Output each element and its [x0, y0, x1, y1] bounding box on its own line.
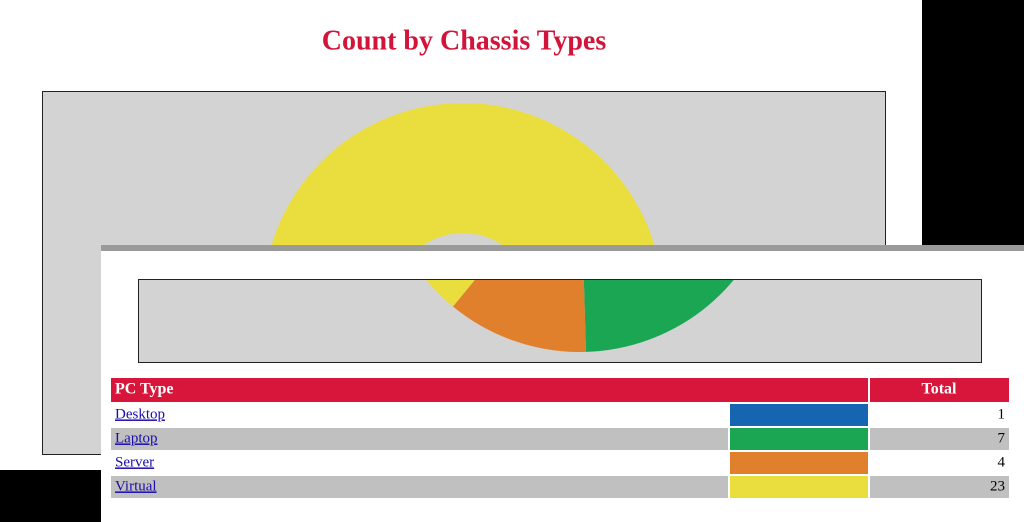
table-row [870, 452, 1009, 474]
column-header: PC Type [115, 381, 174, 398]
chart-title: Count by Chassis Types [322, 25, 607, 56]
donut-slice [452, 280, 586, 352]
table-header [870, 378, 1009, 402]
color-swatch [730, 404, 868, 426]
color-swatch [730, 428, 868, 450]
table-row [111, 452, 728, 474]
color-swatch [730, 476, 868, 498]
table-row [111, 404, 728, 426]
total-cell: 7 [998, 430, 1006, 446]
table-row [870, 428, 1009, 450]
type-link[interactable]: Virtual [115, 478, 157, 494]
total-cell: 4 [998, 454, 1006, 470]
color-swatch [730, 452, 868, 474]
type-link[interactable]: Desktop [115, 406, 165, 422]
donut-slice [583, 280, 734, 352]
table-body: Desktop 1 Laptop 7 Server 4 Virtual 23 [111, 404, 1009, 498]
donut [426, 280, 734, 352]
table-row [111, 476, 728, 498]
total-cell: 23 [990, 478, 1005, 494]
table-row [870, 404, 1009, 426]
table-header [111, 378, 868, 402]
total-cell: 1 [998, 406, 1006, 422]
donut-slice [426, 280, 475, 307]
table-row [111, 428, 728, 450]
type-link[interactable]: Server [115, 454, 154, 470]
table-row [870, 476, 1009, 498]
column-header: Total [922, 381, 958, 398]
type-link[interactable]: Laptop [115, 430, 158, 446]
window-border [101, 245, 1024, 251]
